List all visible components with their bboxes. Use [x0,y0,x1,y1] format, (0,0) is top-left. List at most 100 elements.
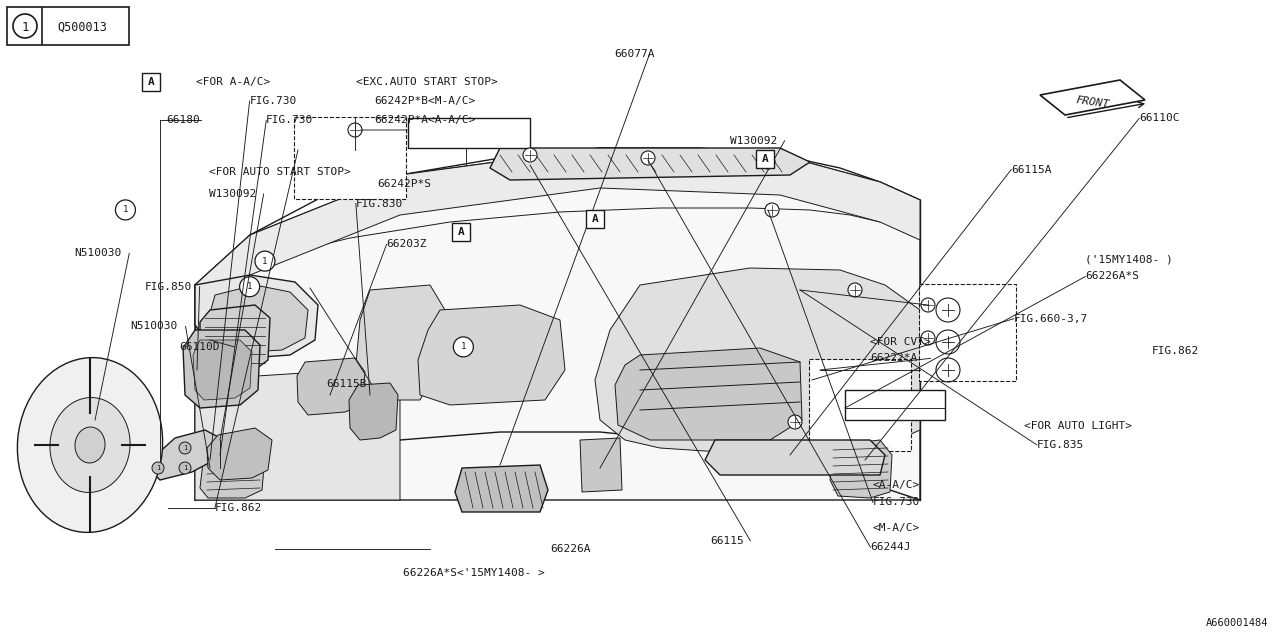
Polygon shape [209,285,308,352]
Polygon shape [349,383,398,440]
Text: 1: 1 [22,20,28,33]
Text: 66222*A: 66222*A [870,353,918,364]
Text: 66115A: 66115A [1011,164,1052,175]
Circle shape [922,331,934,345]
Text: 66226A: 66226A [550,544,591,554]
Polygon shape [419,305,564,405]
Text: FIG.660-3,7: FIG.660-3,7 [1014,314,1088,324]
Text: Q500013: Q500013 [58,20,108,33]
Polygon shape [200,440,265,498]
Text: ('15MY1408- ): ('15MY1408- ) [1085,254,1174,264]
Circle shape [115,200,136,220]
Text: <M-A/C>: <M-A/C> [873,523,920,533]
Polygon shape [200,305,270,372]
Circle shape [453,337,474,357]
Text: 66110D: 66110D [179,342,220,352]
Polygon shape [195,148,920,500]
Text: A: A [762,154,769,164]
Text: 66226A*S<'15MY1408- >: 66226A*S<'15MY1408- > [403,568,545,578]
Text: 66242P*S: 66242P*S [378,179,431,189]
Text: 1: 1 [183,465,187,471]
Text: 1: 1 [262,257,268,266]
Text: FIG.835: FIG.835 [1037,440,1084,450]
Polygon shape [595,268,920,455]
Text: FIG.862: FIG.862 [215,502,262,513]
Circle shape [152,462,164,474]
Text: <FOR CVT>: <FOR CVT> [870,337,931,348]
Polygon shape [614,348,803,440]
Polygon shape [195,275,317,358]
Text: <FOR AUTO LIGHT>: <FOR AUTO LIGHT> [1024,420,1132,431]
Text: A: A [591,214,599,224]
Text: 1: 1 [123,205,128,214]
Polygon shape [845,390,945,420]
Text: 1: 1 [156,465,160,471]
Polygon shape [705,440,884,475]
Polygon shape [355,285,445,400]
Text: FIG.862: FIG.862 [1152,346,1199,356]
Ellipse shape [18,358,163,532]
FancyBboxPatch shape [756,150,774,168]
Ellipse shape [50,397,131,492]
Polygon shape [297,358,365,415]
Text: 66110C: 66110C [1139,113,1180,124]
Polygon shape [207,428,273,480]
Text: A: A [457,227,465,237]
FancyBboxPatch shape [6,7,129,45]
Polygon shape [145,430,220,480]
Circle shape [179,462,191,474]
Circle shape [239,276,260,297]
Text: 1: 1 [247,282,252,291]
Polygon shape [408,118,530,148]
Text: FIG.730: FIG.730 [250,96,297,106]
Circle shape [922,298,934,312]
Circle shape [762,155,774,169]
Text: <A-A/C>: <A-A/C> [873,480,920,490]
FancyBboxPatch shape [452,223,470,241]
Circle shape [348,123,362,137]
Circle shape [255,251,275,271]
Polygon shape [454,465,548,512]
Text: 66077A: 66077A [614,49,655,60]
Circle shape [849,283,861,297]
Text: 1: 1 [461,342,466,351]
Text: 66115: 66115 [710,536,744,546]
Circle shape [788,415,803,429]
FancyBboxPatch shape [142,73,160,91]
Text: 66242P*B<M-A/C>: 66242P*B<M-A/C> [374,96,475,106]
Text: N510030: N510030 [74,248,122,259]
FancyBboxPatch shape [586,210,604,228]
Text: W130092: W130092 [209,189,256,199]
Text: FIG.730: FIG.730 [873,497,920,508]
Text: FIG.850: FIG.850 [145,282,192,292]
Circle shape [179,442,191,454]
Ellipse shape [76,427,105,463]
Polygon shape [829,440,892,498]
FancyBboxPatch shape [809,359,911,451]
Circle shape [641,151,655,165]
Polygon shape [183,330,260,408]
Text: 66180: 66180 [166,115,200,125]
Text: <EXC.AUTO START STOP>: <EXC.AUTO START STOP> [356,77,498,87]
Text: 1: 1 [183,445,187,451]
Circle shape [765,203,780,217]
Text: <FOR A-A/C>: <FOR A-A/C> [196,77,270,87]
Text: FIG.830: FIG.830 [356,198,403,209]
FancyBboxPatch shape [294,117,406,199]
Text: 66242P*A<A-A/C>: 66242P*A<A-A/C> [374,115,475,125]
FancyBboxPatch shape [919,284,1016,381]
Text: FIG.730: FIG.730 [266,115,314,125]
Polygon shape [195,370,401,500]
Text: 66203Z: 66203Z [387,239,428,250]
Text: 66115B: 66115B [326,379,367,389]
Text: A: A [147,77,155,87]
Polygon shape [580,438,622,492]
Text: A660001484: A660001484 [1206,618,1268,628]
Text: <FOR AUTO START STOP>: <FOR AUTO START STOP> [209,166,351,177]
Polygon shape [193,340,252,400]
Text: 66244J: 66244J [870,542,911,552]
Circle shape [524,148,538,162]
Text: FRONT: FRONT [1075,95,1110,109]
Polygon shape [195,148,920,325]
Text: W130092: W130092 [730,136,777,146]
